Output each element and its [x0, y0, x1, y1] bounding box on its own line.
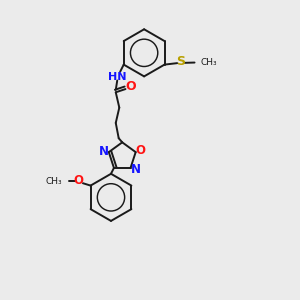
Text: CH₃: CH₃ — [200, 58, 217, 67]
Text: O: O — [136, 144, 146, 157]
Text: O: O — [74, 174, 84, 187]
Text: O: O — [125, 80, 136, 93]
Text: S: S — [176, 56, 185, 68]
Text: HN: HN — [108, 72, 127, 82]
Text: N: N — [98, 145, 109, 158]
Text: CH₃: CH₃ — [46, 177, 63, 186]
Text: N: N — [131, 163, 141, 176]
